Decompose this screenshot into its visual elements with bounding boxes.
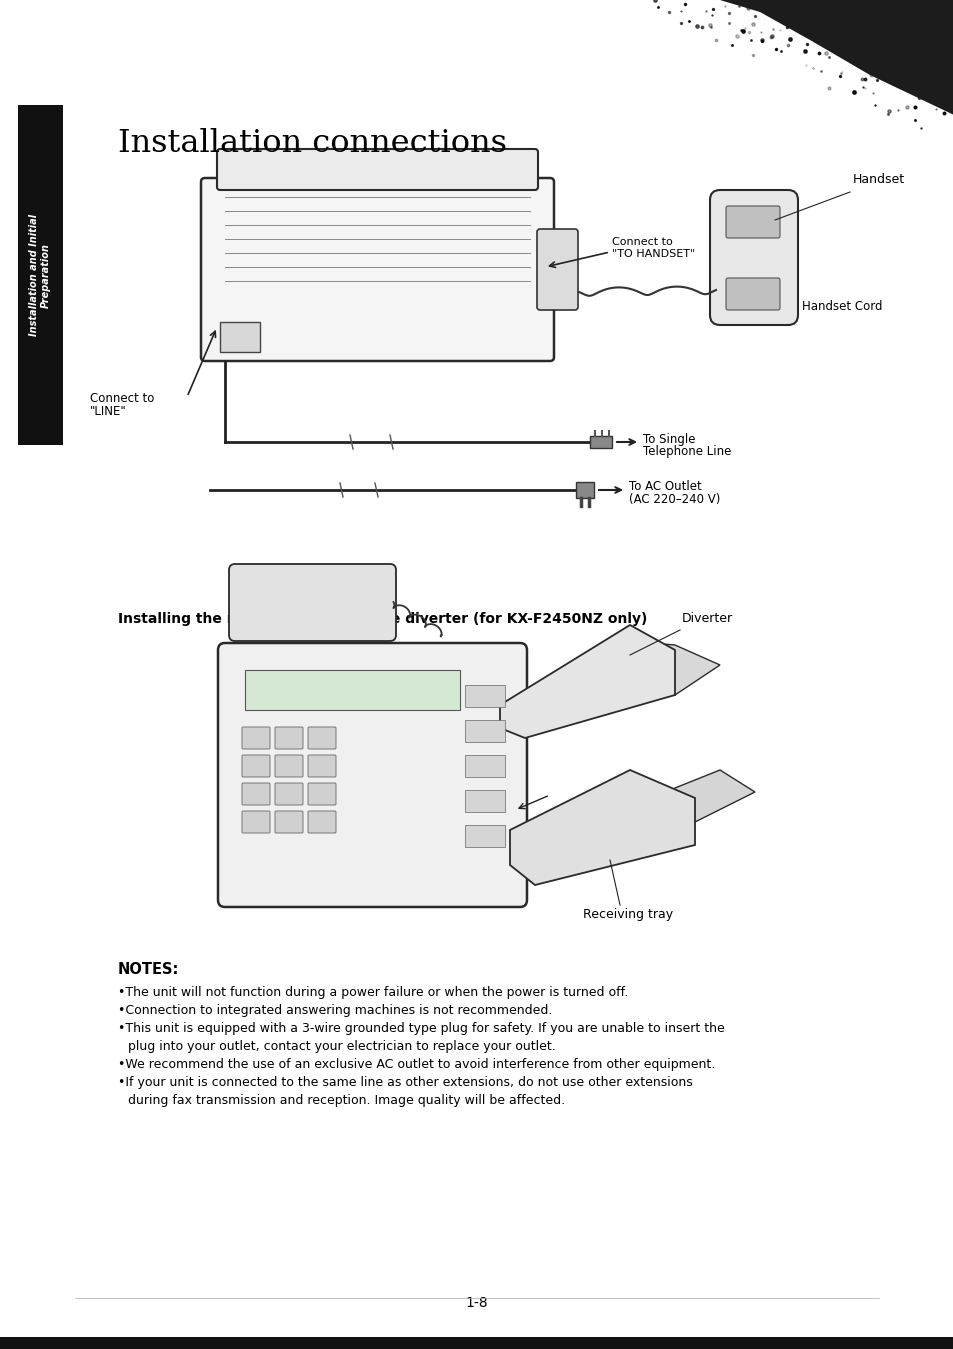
Bar (464, 791, 504, 812)
Polygon shape (720, 0, 953, 115)
Text: Receiving tray: Receiving tray (582, 908, 673, 921)
FancyBboxPatch shape (274, 755, 303, 777)
Bar (245, 670, 459, 710)
Text: during fax transmission and reception. Image quality will be affected.: during fax transmission and reception. I… (128, 1094, 564, 1108)
Text: To AC Outlet: To AC Outlet (628, 480, 701, 492)
FancyBboxPatch shape (308, 727, 335, 749)
FancyBboxPatch shape (242, 782, 270, 805)
Text: (AC 220–240 V): (AC 220–240 V) (628, 492, 720, 506)
Text: Diverter: Diverter (681, 612, 732, 625)
Text: •This unit is equipped with a 3-wire grounded type plug for safety. If you are u: •This unit is equipped with a 3-wire gro… (118, 1023, 724, 1035)
Text: NOTES:: NOTES: (118, 962, 179, 977)
Text: Handset: Handset (852, 173, 904, 186)
FancyBboxPatch shape (274, 727, 303, 749)
FancyBboxPatch shape (274, 811, 303, 832)
Bar (464, 685, 504, 707)
Bar (220, 322, 260, 352)
Text: "TO HANDSET": "TO HANDSET" (612, 250, 695, 259)
Polygon shape (499, 625, 675, 738)
Bar (464, 826, 504, 847)
Bar (18, 105, 63, 445)
Polygon shape (619, 770, 754, 842)
Polygon shape (615, 639, 720, 695)
Text: Installation connections: Installation connections (118, 128, 506, 159)
Text: Installing the receiving tray and the diverter (for KX-F2450NZ only): Installing the receiving tray and the di… (118, 612, 647, 626)
FancyBboxPatch shape (308, 782, 335, 805)
FancyBboxPatch shape (274, 782, 303, 805)
Text: 1-8: 1-8 (465, 1296, 488, 1310)
FancyBboxPatch shape (218, 643, 526, 907)
Text: Installation and Initial
Preparation: Installation and Initial Preparation (30, 214, 51, 336)
Bar (576, 482, 594, 498)
Text: To Single: To Single (642, 433, 695, 447)
Bar (589, 436, 612, 448)
Text: •We recommend the use of an exclusive AC outlet to avoid interference from other: •We recommend the use of an exclusive AC… (118, 1058, 715, 1071)
Text: Telephone Line: Telephone Line (642, 445, 731, 459)
FancyBboxPatch shape (216, 148, 537, 190)
FancyBboxPatch shape (709, 190, 797, 325)
Bar (0, 1337, 953, 1349)
FancyBboxPatch shape (308, 811, 335, 832)
FancyBboxPatch shape (725, 278, 780, 310)
FancyBboxPatch shape (242, 755, 270, 777)
FancyBboxPatch shape (537, 229, 578, 310)
Text: "LINE": "LINE" (90, 405, 127, 418)
Text: •The unit will not function during a power failure or when the power is turned o: •The unit will not function during a pow… (118, 986, 628, 1000)
FancyBboxPatch shape (201, 178, 554, 362)
Text: Connect to: Connect to (90, 393, 154, 405)
FancyBboxPatch shape (308, 755, 335, 777)
FancyBboxPatch shape (242, 811, 270, 832)
Text: Connect to: Connect to (612, 237, 672, 247)
Polygon shape (510, 770, 695, 885)
Text: •If your unit is connected to the same line as other extensions, do not use othe: •If your unit is connected to the same l… (118, 1077, 692, 1089)
FancyBboxPatch shape (725, 206, 780, 237)
Text: plug into your outlet, contact your electrician to replace your outlet.: plug into your outlet, contact your elec… (128, 1040, 556, 1054)
Text: •Connection to integrated answering machines is not recommended.: •Connection to integrated answering mach… (118, 1004, 552, 1017)
FancyBboxPatch shape (242, 727, 270, 749)
Bar (464, 720, 504, 742)
FancyBboxPatch shape (229, 564, 395, 641)
Bar (464, 755, 504, 777)
Text: Handset Cord: Handset Cord (801, 299, 882, 313)
